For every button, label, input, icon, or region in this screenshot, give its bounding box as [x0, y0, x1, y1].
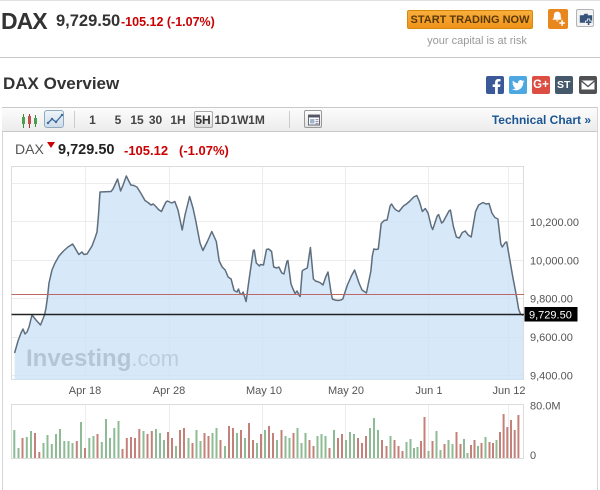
svg-text:Jun 1: Jun 1	[416, 385, 443, 397]
svg-text:Apr 28: Apr 28	[153, 385, 185, 397]
svg-text:May 20: May 20	[328, 385, 364, 397]
svg-text:May 10: May 10	[246, 385, 282, 397]
svg-text:Jun 12: Jun 12	[492, 385, 525, 397]
svg-text:10,200.00: 10,200.00	[530, 217, 579, 229]
svg-text:9,400.00: 9,400.00	[530, 370, 573, 382]
svg-text:Investing.com: Investing.com	[26, 345, 179, 372]
svg-text:10,000.00: 10,000.00	[530, 255, 579, 267]
svg-text:80.0M: 80.0M	[530, 401, 561, 413]
svg-text:9,729.50: 9,729.50	[529, 310, 572, 322]
svg-text:0: 0	[530, 450, 536, 462]
svg-text:Apr 18: Apr 18	[69, 385, 101, 397]
svg-text:9,800.00: 9,800.00	[530, 294, 573, 306]
svg-text:9,600.00: 9,600.00	[530, 332, 573, 344]
